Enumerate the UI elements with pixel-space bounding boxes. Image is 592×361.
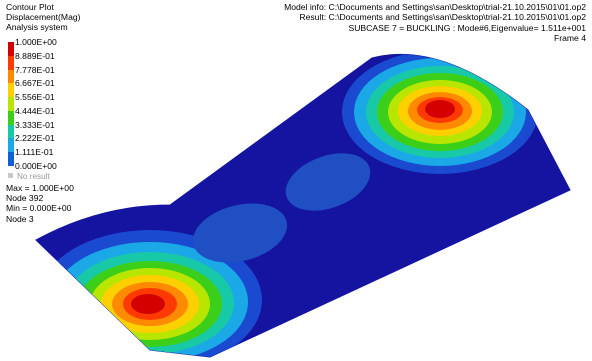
legend-label: 7.778E-01	[15, 64, 55, 75]
min-node: Node 3	[6, 213, 34, 224]
no-result-label: No result	[17, 172, 50, 181]
legend-label: 5.556E-01	[15, 92, 55, 103]
upper-right-displacement-peak	[342, 54, 538, 174]
legend-color-bar	[8, 42, 14, 166]
middle-bump-2	[285, 153, 371, 211]
legend-swatch	[8, 55, 14, 70]
subcase-info: SUBCASE 7 = BUCKLING : Mode#6,Eigenvalue…	[348, 22, 586, 33]
legend-label: 2.222E-01	[15, 133, 55, 144]
model-info-block: Model info: C:\Documents and Settings\sa…	[284, 2, 586, 44]
legend-label: 1.000E+00	[15, 37, 57, 47]
min-value: Min = 0.000E+00	[6, 203, 72, 214]
legend-label: 6.667E-01	[15, 78, 55, 89]
legend-swatch	[8, 97, 14, 111]
no-result-entry: No result	[8, 172, 50, 182]
legend-swatch	[8, 138, 14, 153]
legend-label: 0.000E+00	[15, 160, 57, 171]
legend-label: 3.333E-01	[15, 119, 55, 130]
contour-bands	[38, 54, 538, 358]
legend-system: Analysis system	[6, 22, 68, 32]
no-result-swatch	[8, 173, 13, 178]
legend-swatch	[8, 152, 14, 166]
model-info-path: Model info: C:\Documents and Settings\sa…	[284, 2, 586, 12]
legend-title: Contour Plot	[6, 2, 54, 12]
legend-swatch	[8, 42, 14, 56]
max-node: Node 392	[6, 193, 44, 204]
result-path: Result: C:\Documents and Settings\san\De…	[299, 12, 586, 23]
legend-labels: 1.000E+00 8.889E-01 7.778E-01 6.667E-01 5.55…	[15, 37, 57, 175]
legend-swatch	[8, 83, 14, 98]
middle-bump-1	[192, 203, 288, 263]
legend-swatch	[8, 69, 14, 84]
legend-quantity: Displacement(Mag)	[6, 12, 81, 22]
legend-header: Contour Plot Displacement(Mag) Analysis …	[6, 2, 81, 32]
frame-label: Frame 4	[554, 33, 586, 44]
legend-label: 1.111E-01	[15, 147, 54, 158]
max-value: Max = 1.000E+00	[6, 183, 74, 193]
result-stats: Max = 1.000E+00 Node 392 Min = 0.000E+00…	[6, 183, 74, 224]
legend-label: 4.444E-01	[15, 105, 55, 116]
legend-label: 8.889E-01	[15, 50, 55, 61]
legend-swatch	[8, 124, 14, 139]
legend-swatch	[8, 110, 14, 125]
